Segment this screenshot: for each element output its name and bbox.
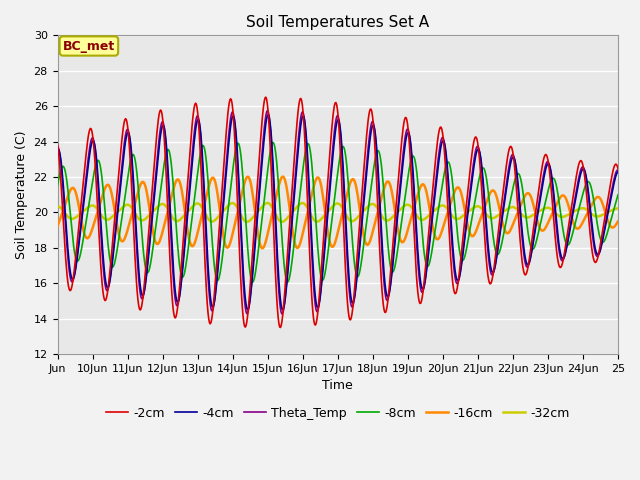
-16cm <box>250 202 258 207</box>
Legend: -2cm, -4cm, Theta_Temp, -8cm, -16cm, -32cm: -2cm, -4cm, Theta_Temp, -8cm, -16cm, -32… <box>100 402 575 425</box>
Line: -8cm: -8cm <box>58 143 618 282</box>
Theta_Temp <box>397 172 404 178</box>
-2cm <box>614 166 622 171</box>
-16cm <box>259 245 266 251</box>
-2cm <box>54 141 61 147</box>
-8cm <box>54 182 61 188</box>
-2cm <box>223 129 230 134</box>
-4cm <box>279 307 287 312</box>
Theta_Temp <box>278 311 285 317</box>
Theta_Temp <box>223 160 230 166</box>
-4cm <box>429 216 436 221</box>
-16cm <box>397 238 404 244</box>
Line: -4cm: -4cm <box>58 115 618 310</box>
-4cm <box>250 255 258 261</box>
-16cm <box>120 238 127 244</box>
-4cm <box>272 223 280 228</box>
Theta_Temp <box>614 167 622 173</box>
-16cm <box>272 194 280 200</box>
Theta_Temp <box>250 249 258 255</box>
-32cm <box>250 213 258 219</box>
-32cm <box>120 204 127 210</box>
-8cm <box>397 223 404 229</box>
Text: BC_met: BC_met <box>63 39 115 52</box>
-8cm <box>223 222 230 228</box>
-32cm <box>264 200 271 206</box>
-4cm <box>223 169 230 175</box>
Theta_Temp <box>272 237 280 243</box>
-16cm <box>54 224 61 229</box>
-2cm <box>120 125 127 131</box>
-16cm <box>429 222 436 228</box>
Theta_Temp <box>54 144 61 149</box>
Y-axis label: Soil Temperature (C): Soil Temperature (C) <box>15 131 28 259</box>
-8cm <box>273 160 280 166</box>
-2cm <box>250 228 258 234</box>
-8cm <box>249 279 257 285</box>
-4cm <box>264 112 272 118</box>
-2cm <box>429 191 436 196</box>
Line: -2cm: -2cm <box>58 97 618 327</box>
Line: Theta_Temp: Theta_Temp <box>58 111 618 314</box>
X-axis label: Time: Time <box>323 379 353 392</box>
-32cm <box>223 205 230 211</box>
-32cm <box>278 219 285 225</box>
-4cm <box>54 146 61 152</box>
-4cm <box>397 180 404 186</box>
-8cm <box>269 140 277 145</box>
Theta_Temp <box>264 108 271 114</box>
Title: Soil Temperatures Set A: Soil Temperatures Set A <box>246 15 429 30</box>
-8cm <box>614 192 622 198</box>
-16cm <box>279 174 287 180</box>
-32cm <box>54 204 61 209</box>
-8cm <box>251 273 259 279</box>
-4cm <box>120 156 127 162</box>
Theta_Temp <box>120 149 127 155</box>
Line: -32cm: -32cm <box>58 203 618 222</box>
-16cm <box>223 244 230 250</box>
-4cm <box>614 169 622 175</box>
-2cm <box>397 146 404 152</box>
-32cm <box>397 206 404 212</box>
-2cm <box>262 94 269 100</box>
Theta_Temp <box>429 210 436 216</box>
-8cm <box>120 205 127 211</box>
-2cm <box>276 324 284 330</box>
-32cm <box>272 212 280 218</box>
-8cm <box>429 245 436 251</box>
Line: -16cm: -16cm <box>58 177 618 248</box>
-32cm <box>614 205 622 211</box>
-16cm <box>614 218 622 224</box>
-32cm <box>429 209 436 215</box>
-2cm <box>272 282 280 288</box>
